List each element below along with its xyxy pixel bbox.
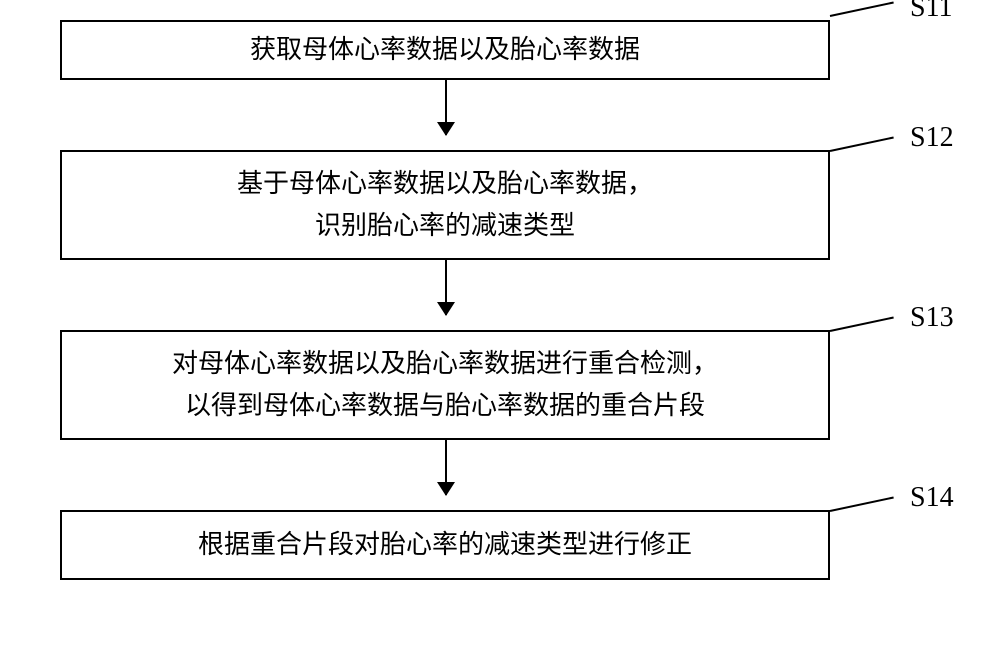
step-box-3: 对母体心率数据以及胎心率数据进行重合检测， 以得到母体心率数据与胎心率数据的重合… [60, 330, 830, 440]
step-box-4: 根据重合片段对胎心率的减速类型进行修正 [60, 510, 830, 580]
step-4-text: 根据重合片段对胎心率的减速类型进行修正 [198, 524, 692, 566]
step-box-1: 获取母体心率数据以及胎心率数据 [60, 20, 830, 80]
step-label-2: S12 [910, 122, 954, 154]
arrow-1 [445, 80, 447, 135]
step-2-text-1: 基于母体心率数据以及胎心率数据， [237, 163, 653, 205]
step-2-text-2: 识别胎心率的减速类型 [315, 205, 575, 247]
connector-3 [830, 317, 894, 332]
step-3-text-2: 以得到母体心率数据与胎心率数据的重合片段 [185, 385, 705, 427]
connector-4 [830, 497, 894, 512]
arrow-2 [445, 260, 447, 315]
step-label-1: S11 [910, 0, 953, 24]
connector-2 [830, 137, 894, 152]
step-3-text-1: 对母体心率数据以及胎心率数据进行重合检测， [172, 343, 718, 385]
step-box-2: 基于母体心率数据以及胎心率数据， 识别胎心率的减速类型 [60, 150, 830, 260]
step-1-text: 获取母体心率数据以及胎心率数据 [250, 29, 640, 71]
connector-1 [830, 2, 894, 17]
arrow-3 [445, 440, 447, 495]
step-label-4: S14 [910, 482, 954, 514]
step-label-3: S13 [910, 302, 954, 334]
